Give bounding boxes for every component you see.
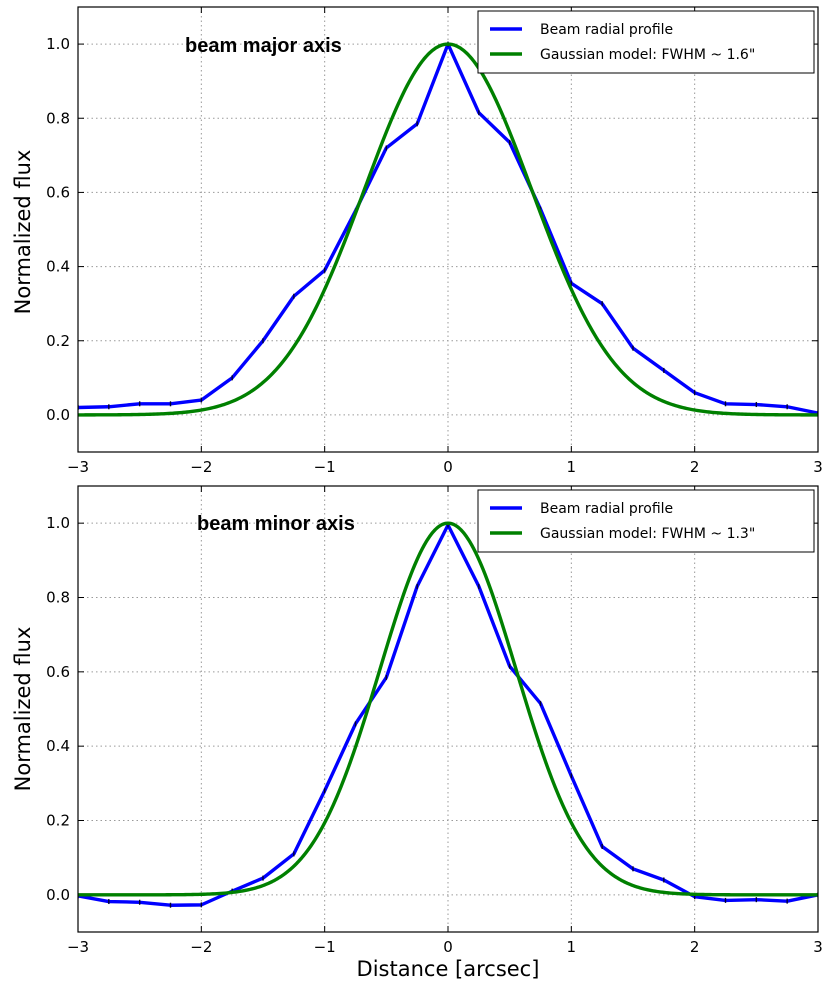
panel-title: beam major axis [185, 35, 342, 57]
x-tick-label: 2 [690, 458, 700, 476]
beam-profile-line [78, 523, 818, 907]
x-tick-label: −2 [190, 458, 212, 476]
x-tick-label: 0 [443, 458, 453, 476]
y-tick-label: 0.4 [46, 737, 70, 755]
legend: Beam radial profile Gaussian model: FWHM … [477, 10, 815, 74]
x-tick-label: −3 [67, 458, 89, 476]
legend-box [477, 489, 815, 553]
legend-box [477, 10, 815, 74]
legend-entry: Gaussian model: FWHM ~ 1.6" [540, 47, 755, 63]
x-axis-label: Distance [arcsec] [357, 957, 540, 981]
x-tick-label: 3 [813, 458, 823, 476]
y-tick-label: 0.8 [46, 589, 70, 607]
gaussian-model-line [78, 42, 818, 417]
legend-entry: Beam radial profile [540, 22, 673, 38]
x-tick-label: 3 [813, 938, 823, 956]
plot-frame [77, 485, 819, 933]
panel-title: beam minor axis [197, 513, 355, 535]
legend-entry: Gaussian model: FWHM ~ 1.3" [540, 526, 755, 542]
y-tick-label: 0.0 [46, 406, 70, 424]
x-tick-label: −1 [314, 938, 336, 956]
y-tick-label: 0.4 [46, 258, 70, 276]
y-tick-label: 1.0 [46, 514, 70, 532]
y-tick-label: 1.0 [46, 35, 70, 53]
y-tick-label: 0.2 [46, 812, 70, 830]
series-group [78, 41, 818, 417]
y-tick-label: 0.6 [46, 183, 70, 201]
y-tick-label: 0.8 [46, 109, 70, 127]
x-tick-label: −1 [314, 458, 336, 476]
chart-panel-2: −3 −2 −1 0 1 2 3 0.0 0.2 0.4 0.6 0.8 1.0 beam minor a… [46, 485, 823, 956]
x-tick-label: 1 [567, 458, 577, 476]
x-tick-label: 2 [690, 938, 700, 956]
x-tick-label: −3 [67, 938, 89, 956]
gaussian-model-line [78, 521, 818, 897]
legend: Beam radial profile Gaussian model: FWHM … [477, 489, 815, 553]
x-tick-label: 0 [443, 938, 453, 956]
legend-entry: Beam radial profile [540, 501, 673, 517]
x-tick-label: 1 [567, 938, 577, 956]
y-tick-label: 0.6 [46, 663, 70, 681]
y-tick-label: 0.2 [46, 332, 70, 350]
chart-panel-1: −3 −2 −1 0 1 2 3 0.0 0.2 0.4 0.6 0.8 1.0 beam major a… [46, 6, 823, 476]
y-axis-label-bottom: Normalized flux [11, 627, 35, 792]
series-group [78, 521, 818, 908]
plot-frame [77, 6, 819, 453]
y-tick-label: 0.0 [46, 886, 70, 904]
x-tick-label: −2 [190, 938, 212, 956]
y-axis-label-top: Normalized flux [11, 150, 35, 315]
